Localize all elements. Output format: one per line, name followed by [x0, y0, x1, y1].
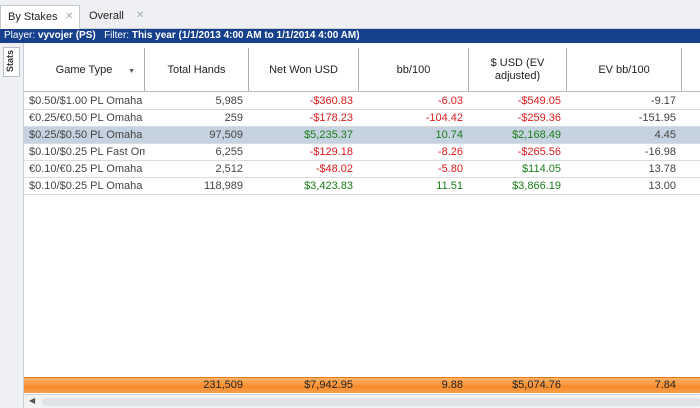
table-row[interactable]: €0.10/€0.25 PL Omaha 2,512 -$48.02 -5.80 $11…	[24, 161, 700, 178]
totals-usd-ev-adjusted: $5,074.76	[512, 379, 561, 391]
table-row[interactable]: $0.10/$0.25 PL Fast Oma 6,255 -$129.18 -8.2…	[24, 144, 700, 161]
cell-bb-100: -8.26	[437, 146, 463, 158]
horizontal-scrollbar[interactable]: ◀	[24, 394, 700, 408]
table-row[interactable]: $0.10/$0.25 PL Omaha 118,989 $3,423.83 11.5…	[24, 178, 700, 195]
cell-game-type: $0.50/$1.00 PL Omaha	[29, 95, 143, 107]
column-header-label: Game Type	[55, 63, 113, 76]
filter-label: Filter:	[104, 30, 130, 41]
player-value: vyvojer (PS)	[37, 30, 96, 41]
cell-usd-ev-adjusted: $2,168.49	[512, 129, 561, 141]
scroll-left-arrow-icon[interactable]: ◀	[29, 396, 36, 405]
table-row[interactable]: €0.25/€0.50 PL Omaha 259 -$178.23 -104.42 -$…	[24, 110, 700, 127]
column-header-game-type[interactable]: Game Type ▼	[24, 48, 145, 92]
player-label: Player:	[4, 30, 36, 41]
cell-usd-ev-adjusted: -$549.05	[517, 95, 561, 107]
cell-net-won-usd: -$178.23	[309, 112, 353, 124]
column-header-label: bb/100	[396, 63, 431, 76]
cell-usd-ev-adjusted: -$265.56	[517, 146, 561, 158]
cell-total-hands: 2,512	[215, 163, 243, 175]
tab-label: By Stakes	[8, 11, 58, 23]
filter-bar: Player: vyvojer (PS) Filter: This year (…	[0, 29, 700, 43]
close-icon[interactable]: ✕	[65, 11, 74, 22]
cell-usd-ev-adjusted: $114.05	[522, 163, 561, 175]
stats-side-tab[interactable]: Stats	[3, 47, 20, 77]
tab-label: Overall	[89, 10, 124, 22]
tab-overall[interactable]: Overall ✕	[82, 5, 152, 29]
cell-net-won-usd: -$129.18	[309, 146, 353, 158]
cell-bb-100: 10.74	[435, 129, 463, 141]
table-row[interactable]: $0.50/$1.00 PL Omaha 5,985 -$360.83 -6.03 -$…	[24, 93, 700, 110]
cell-net-won-usd: -$48.02	[315, 163, 353, 175]
side-panel-strip: Stats	[0, 43, 24, 408]
cell-ev-bb-100: -9.17	[650, 95, 676, 107]
grid-header: Game Type ▼ Total Hands Net Won USD bb/1…	[24, 48, 700, 92]
cell-bb-100: -5.80	[437, 163, 463, 175]
cell-game-type: $0.25/$0.50 PL Omaha	[29, 129, 143, 141]
scrollbar-thumb[interactable]	[42, 398, 700, 406]
filter-value: This year (1/1/2013 4:00 AM to 1/1/2014 …	[131, 30, 360, 41]
cell-bb-100: -6.03	[437, 95, 463, 107]
cell-bb-100: -104.42	[425, 112, 463, 124]
column-header-label: $ USD (EV adjusted)	[490, 57, 545, 82]
cell-game-type: €0.10/€0.25 PL Omaha	[29, 163, 143, 175]
cell-game-type: $0.10/$0.25 PL Omaha	[29, 180, 143, 192]
column-header-bb-100[interactable]: bb/100	[359, 48, 469, 92]
totals-ev-bb-100: 7.84	[654, 379, 676, 391]
cell-ev-bb-100: -16.98	[644, 146, 676, 158]
cell-net-won-usd: $5,235.37	[304, 129, 353, 141]
cell-total-hands: 97,509	[209, 129, 243, 141]
cell-game-type: $0.10/$0.25 PL Fast Oma	[29, 146, 145, 158]
column-header-label: Net Won USD	[269, 63, 338, 76]
cell-total-hands: 259	[224, 112, 243, 124]
cell-net-won-usd: $3,423.83	[304, 180, 353, 192]
cell-game-type: €0.25/€0.50 PL Omaha	[29, 112, 143, 124]
column-header-label: EV bb/100	[598, 63, 650, 76]
cell-ev-bb-100: 13.00	[648, 180, 676, 192]
cell-total-hands: 118,989	[204, 180, 243, 192]
cell-bb-100: 11.51	[436, 180, 463, 192]
table-row[interactable]: $0.25/$0.50 PL Omaha 97,509 $5,235.37 10.74…	[24, 127, 700, 144]
stats-side-tab-label: Stats	[5, 49, 15, 72]
cell-net-won-usd: -$360.83	[309, 95, 353, 107]
column-header-label: Total Hands	[167, 63, 226, 76]
cell-ev-bb-100: 4.45	[654, 129, 676, 141]
sort-dropdown-icon[interactable]: ▼	[128, 68, 135, 75]
cell-total-hands: 5,985	[215, 95, 243, 107]
totals-net-won-usd: $7,942.95	[304, 379, 353, 391]
cell-total-hands: 6,255	[215, 146, 243, 158]
totals-row: 231,509 $7,942.95 9.88 $5,074.76 7.84	[24, 377, 700, 393]
column-header-usd-ev-adjusted[interactable]: $ USD (EV adjusted)	[469, 48, 567, 92]
close-icon[interactable]: ✕	[136, 10, 145, 21]
column-header-total-hands[interactable]: Total Hands	[145, 48, 249, 92]
column-header-ev-bb-100[interactable]: EV bb/100	[567, 48, 682, 92]
tab-by-stakes[interactable]: By Stakes ✕	[0, 5, 80, 29]
column-header-net-won-usd[interactable]: Net Won USD	[249, 48, 359, 92]
totals-bb-100: 9.88	[441, 379, 463, 391]
cell-usd-ev-adjusted: -$259.36	[517, 112, 561, 124]
cell-usd-ev-adjusted: $3,866.19	[512, 180, 561, 192]
tab-bar: By Stakes ✕ Overall ✕	[0, 0, 700, 29]
stats-grid: Game Type ▼ Total Hands Net Won USD bb/1…	[24, 43, 700, 393]
cell-ev-bb-100: 13.78	[648, 163, 676, 175]
cell-ev-bb-100: -151.95	[638, 112, 676, 124]
totals-total-hands: 231,509	[203, 379, 243, 391]
